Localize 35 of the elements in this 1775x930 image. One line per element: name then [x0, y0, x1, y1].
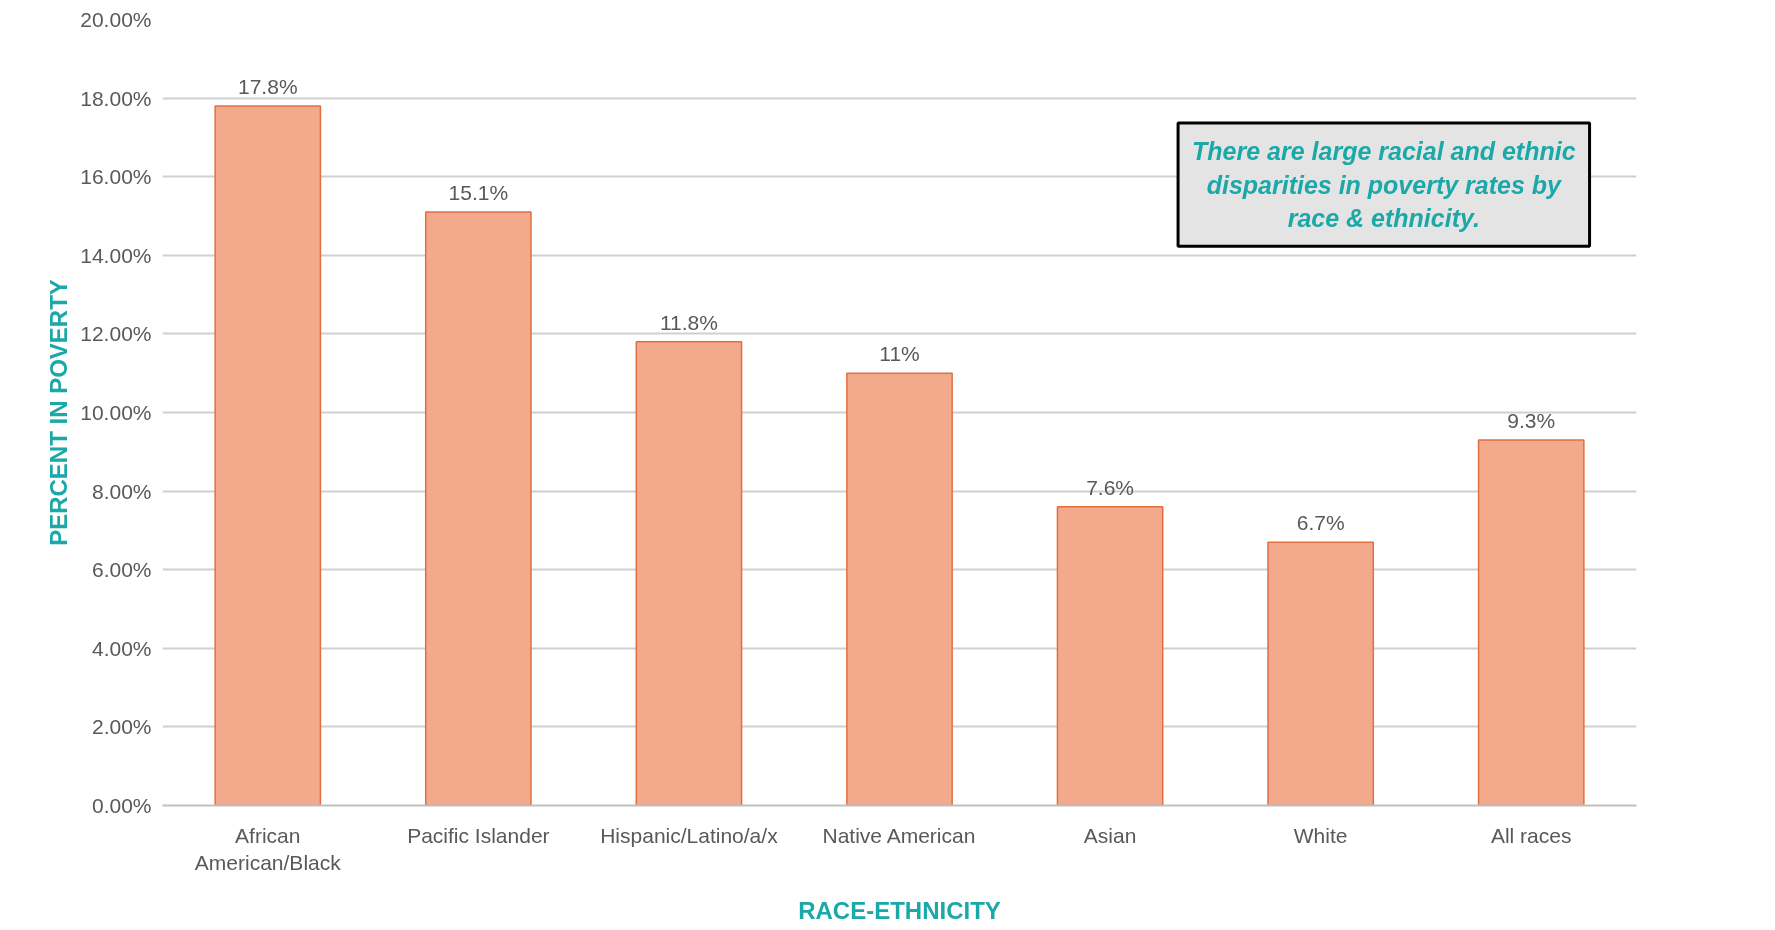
y-tick-label: 12.00%	[80, 322, 152, 346]
y-tick-label: 14.00%	[80, 243, 152, 267]
x-tick-label: African American/Black	[194, 823, 342, 875]
bar	[214, 105, 322, 806]
data-label: 9.3%	[1507, 409, 1556, 433]
y-tick-label: 16.00%	[80, 165, 152, 189]
y-tick-label: 2.00%	[91, 715, 152, 739]
data-label: 6.7%	[1296, 511, 1345, 535]
y-tick-label: 20.00%	[80, 8, 152, 31]
y-tick-label: 10.00%	[80, 401, 152, 424]
x-tick-label: Native American	[822, 823, 976, 847]
x-tick-label: Pacific Islander	[407, 823, 550, 847]
bar	[1056, 506, 1164, 806]
x-tick-label: Asian	[1083, 823, 1137, 847]
data-label: 15.1%	[448, 181, 509, 205]
y-tick-label: 4.00%	[91, 636, 152, 660]
bar	[635, 341, 743, 806]
bar	[1267, 541, 1375, 806]
data-label: 17.8%	[238, 74, 298, 98]
x-tick-label: All races	[1490, 823, 1572, 847]
x-tick-label: White	[1293, 823, 1348, 847]
y-tick-label: 0.00%	[91, 794, 152, 817]
y-axis-title: PERCENT IN POVERTY	[45, 279, 73, 546]
data-label: 11.8%	[659, 310, 718, 334]
bar	[846, 372, 953, 806]
y-tick-label: 8.00%	[91, 479, 152, 503]
y-tick-label: 18.00%	[80, 86, 152, 110]
y-tick-label: 6.00%	[91, 558, 152, 582]
x-tick-label: Hispanic/Latino/a/x	[600, 823, 779, 847]
bar	[424, 211, 532, 806]
data-label: 11%	[879, 342, 920, 366]
x-axis-title: RACE-ETHNICITY	[798, 897, 1001, 925]
data-label: 7.6%	[1086, 475, 1135, 499]
annotation: There are large racial and ethnic disparities in poverty rates by race & ethnicity.	[1192, 136, 1576, 233]
bar	[1477, 439, 1585, 806]
